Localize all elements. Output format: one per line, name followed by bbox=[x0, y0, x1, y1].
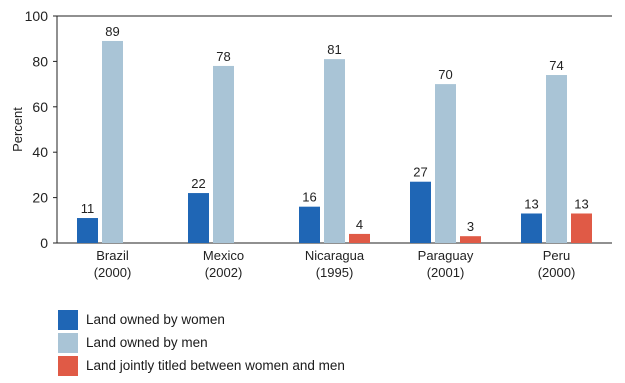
data-label: 89 bbox=[105, 24, 119, 39]
bar-joint bbox=[460, 236, 481, 243]
data-label: 78 bbox=[216, 49, 230, 64]
bar-chart: 0 20 40 60 80 100 Percent 11 89 Brazil (2000) 22 78 M… bbox=[10, 8, 612, 280]
bar-men bbox=[213, 65, 234, 243]
bar-joint bbox=[571, 213, 592, 243]
bar-men bbox=[324, 59, 345, 243]
x-tick-sublabel: (2002) bbox=[205, 265, 243, 280]
bar-men bbox=[435, 84, 456, 243]
x-tick-sublabel: (2001) bbox=[427, 265, 465, 280]
data-label: 22 bbox=[191, 176, 205, 191]
bar-women bbox=[410, 181, 431, 243]
y-axis-label: Percent bbox=[10, 107, 25, 152]
y-tick-label: 20 bbox=[32, 190, 48, 206]
data-label: 16 bbox=[302, 190, 316, 205]
legend-swatch-joint bbox=[58, 355, 78, 376]
y-tick-label: 100 bbox=[25, 8, 49, 24]
x-tick-label: Brazil bbox=[96, 248, 129, 263]
legend-item-women: Land owned by women bbox=[58, 308, 345, 331]
bar-women bbox=[299, 206, 320, 243]
legend-label-women: Land owned by women bbox=[86, 312, 225, 327]
data-label: 70 bbox=[438, 67, 452, 82]
legend-label-men: Land owned by men bbox=[86, 335, 208, 350]
data-label: 27 bbox=[413, 165, 427, 180]
x-tick-label: Peru bbox=[543, 248, 570, 263]
data-label: 81 bbox=[327, 42, 341, 57]
y-tick-label: 60 bbox=[32, 99, 48, 115]
bar-men bbox=[102, 40, 123, 243]
data-label: 13 bbox=[574, 196, 588, 211]
x-tick-label: Paraguay bbox=[418, 248, 474, 263]
data-label: 13 bbox=[524, 196, 538, 211]
legend-swatch-women bbox=[58, 309, 78, 330]
bar-joint bbox=[349, 233, 370, 243]
data-label: 74 bbox=[549, 58, 563, 73]
bar-women bbox=[521, 213, 542, 243]
y-tick-label: 80 bbox=[32, 53, 48, 69]
legend-item-men: Land owned by men bbox=[58, 331, 345, 354]
legend-swatch-men bbox=[58, 332, 78, 353]
y-tick-label: 0 bbox=[40, 235, 48, 251]
x-tick-label: Mexico bbox=[203, 248, 244, 263]
bar-women bbox=[188, 193, 209, 243]
bar-women bbox=[77, 218, 98, 243]
bar-men bbox=[546, 75, 567, 244]
x-tick-sublabel: (2000) bbox=[94, 265, 132, 280]
legend: Land owned by women Land owned by men La… bbox=[58, 308, 345, 377]
data-label: 3 bbox=[467, 219, 474, 234]
legend-label-joint: Land jointly titled between women and me… bbox=[86, 358, 345, 373]
x-tick-sublabel: (2000) bbox=[538, 265, 576, 280]
y-tick-label: 40 bbox=[32, 144, 48, 160]
x-tick-label: Nicaragua bbox=[305, 248, 365, 263]
data-label: 4 bbox=[356, 217, 363, 232]
data-label: 11 bbox=[81, 201, 95, 216]
legend-item-joint: Land jointly titled between women and me… bbox=[58, 354, 345, 377]
x-tick-sublabel: (1995) bbox=[316, 265, 354, 280]
